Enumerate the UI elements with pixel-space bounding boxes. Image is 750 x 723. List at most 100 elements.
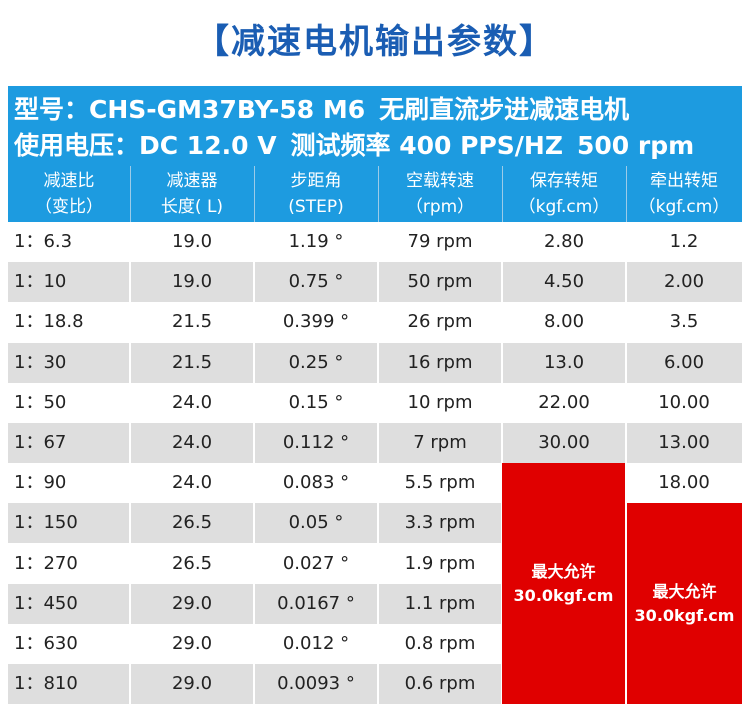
cell-holding: 30.00 <box>538 432 590 453</box>
cell-step: 0.112 ° <box>282 432 350 453</box>
cell-pullout: 6.00 <box>663 351 705 373</box>
column-header-line2: 长度( L) <box>160 197 224 217</box>
table-row: 1：10 19.0 0.75 ° 50 rpm 4.50 2.00 <box>8 262 742 303</box>
cell-length: 19.0 <box>171 271 213 293</box>
cell-ratio: 1：90 <box>14 472 67 494</box>
cell-length: 29.0 <box>171 592 213 614</box>
cell-step: 0.399 ° <box>282 311 350 333</box>
cell-speed: 0.8 rpm <box>404 633 476 654</box>
table-row: 1：6.3 19.0 1.19 ° 79 rpm 2.80 1.2 <box>8 222 742 262</box>
column-header-line2: （rpm） <box>405 197 475 217</box>
cell-ratio: 1：6.3 <box>14 231 73 252</box>
header-divider <box>130 166 131 222</box>
cell-pullout: 13.00 <box>658 432 710 453</box>
cell-step: 1.19 ° <box>288 231 344 252</box>
cell-ratio: 1：18.8 <box>14 311 84 333</box>
cell-step: 0.15 ° <box>288 391 344 413</box>
cell-length: 29.0 <box>171 673 213 695</box>
cell-pullout: 1.2 <box>669 231 699 252</box>
cell-ratio: 1：50 <box>14 391 67 413</box>
column-header-line2: （kgf.cm） <box>638 197 730 217</box>
cell-pullout: 3.5 <box>669 311 699 333</box>
cell-ratio: 1：270 <box>14 552 78 574</box>
cell-length: 26.5 <box>171 512 213 534</box>
spec-box: 型号：CHS-GM37BY-58 M6 无刷直流步进减速电机 使用电压：DC 12… <box>8 86 742 166</box>
header-divider <box>502 166 503 222</box>
cell-step: 0.012 ° <box>282 633 350 654</box>
table-row: 1：67 24.0 0.112 ° 7 rpm 30.00 13.00 <box>8 423 742 463</box>
column-divider <box>253 222 255 705</box>
column-divider <box>625 222 627 705</box>
cell-length: 21.5 <box>171 351 213 373</box>
cell-ratio: 1：630 <box>14 633 78 654</box>
cell-step: 0.0093 ° <box>277 673 355 695</box>
column-header-line1: 减速器 <box>166 171 218 191</box>
cell-ratio: 1：67 <box>14 432 67 453</box>
cell-ratio: 1：810 <box>14 673 78 695</box>
table-row: 1：30 21.5 0.25 ° 16 rpm 13.0 6.00 <box>8 342 742 383</box>
holding-torque-max-note: 最大允许 30.0kgf.cm <box>502 463 625 705</box>
cell-speed: 26 rpm <box>407 311 473 333</box>
motor-type: 无刷直流步进减速电机 <box>379 95 630 124</box>
column-header-length: 减速器长度( L) <box>130 166 254 222</box>
cell-length: 24.0 <box>171 472 213 494</box>
column-header-line1: 空载转速 <box>406 171 474 191</box>
cell-length: 19.0 <box>171 231 213 252</box>
cell-speed: 50 rpm <box>407 271 473 293</box>
cell-ratio: 1：450 <box>14 592 78 614</box>
cell-speed: 1.9 rpm <box>404 552 476 574</box>
column-header-ratio: 减速比 （变比） <box>8 166 130 222</box>
header-divider <box>254 166 255 222</box>
base-speed: 500 rpm <box>576 131 695 160</box>
pullout-max-label: 最大允许 <box>652 581 717 601</box>
pullout-max-value: 30.0kgf.cm <box>634 605 735 625</box>
column-header-pullout: 牵出转矩 （kgf.cm） <box>626 166 742 222</box>
table-row: 1：50 24.0 0.15 ° 10 rpm 22.00 10.00 <box>8 382 742 423</box>
cell-step: 0.75 ° <box>288 271 344 293</box>
header-divider <box>378 166 379 222</box>
column-header-line2: （变比） <box>35 197 103 217</box>
cell-holding: 22.00 <box>538 391 590 413</box>
cell-ratio: 1：150 <box>14 512 78 534</box>
column-header-step: 步距角 (STEP) <box>254 166 378 222</box>
cell-ratio: 1：10 <box>14 271 67 293</box>
cell-speed: 0.6 rpm <box>404 673 476 695</box>
column-header-line1: 保存转矩 <box>530 171 598 191</box>
cell-speed: 10 rpm <box>407 391 473 413</box>
cell-speed: 1.1 rpm <box>404 592 476 614</box>
column-header-holding: 保存转矩 （kgf.cm） <box>502 166 626 222</box>
spec-line-model: 型号：CHS-GM37BY-58 M6 无刷直流步进减速电机 <box>14 90 643 126</box>
column-header-line1: 减速比 <box>43 171 95 191</box>
table-header: 减速比 （变比） 减速器 长度( L) 步距角 (STEP) 空载转速 （rpm） 保存转矩 （k… <box>8 166 742 222</box>
column-header-line1: 步距角 <box>290 171 342 191</box>
model-number: 型号：CHS-GM37BY-58 M6 <box>14 95 366 124</box>
cell-length: 24.0 <box>171 432 213 453</box>
column-header-line2: (STEP) <box>288 197 344 217</box>
table-row: 1：18.8 21.5 0.399 ° 26 rpm 8.00 3.5 <box>8 302 742 343</box>
test-frequency: 测试频率 400 PPS/HZ <box>290 131 563 160</box>
cell-step: 0.083 ° <box>282 472 350 494</box>
cell-step: 0.027 ° <box>282 552 350 574</box>
voltage: 使用电压：DC 12.0 V <box>14 131 277 160</box>
spec-line-test: 使用电压：DC 12.0 V 测试频率 400 PPS/HZ 500 rpm <box>14 126 708 162</box>
cell-holding: 13.0 <box>543 351 585 373</box>
column-header-line1: 牵出转矩 <box>650 171 718 191</box>
cell-pullout: 18.00 <box>658 472 710 494</box>
cell-step: 0.25 ° <box>288 351 344 373</box>
cell-holding: 8.00 <box>543 311 585 333</box>
cell-step: 0.05 ° <box>288 512 344 534</box>
cell-pullout: 10.00 <box>658 391 710 413</box>
holding-max-value: 30.0kgf.cm <box>513 585 614 605</box>
cell-speed: 79 rpm <box>407 231 473 252</box>
header-divider <box>626 166 627 222</box>
column-divider <box>377 222 379 705</box>
cell-length: 29.0 <box>171 633 213 654</box>
pullout-torque-max-note: 最大允许 30.0kgf.cm <box>627 503 742 705</box>
cell-speed: 3.3 rpm <box>404 512 476 534</box>
cell-holding: 4.50 <box>543 271 585 293</box>
table-row: 1：90 24.0 0.083 ° 5.5 rpm 18.00 <box>8 463 742 504</box>
holding-max-label: 最大允许 <box>531 561 596 581</box>
cell-speed: 5.5 rpm <box>404 472 476 494</box>
page-title: 【减速电机输出参数】 <box>195 22 555 62</box>
cell-speed: 7 rpm <box>413 432 467 453</box>
